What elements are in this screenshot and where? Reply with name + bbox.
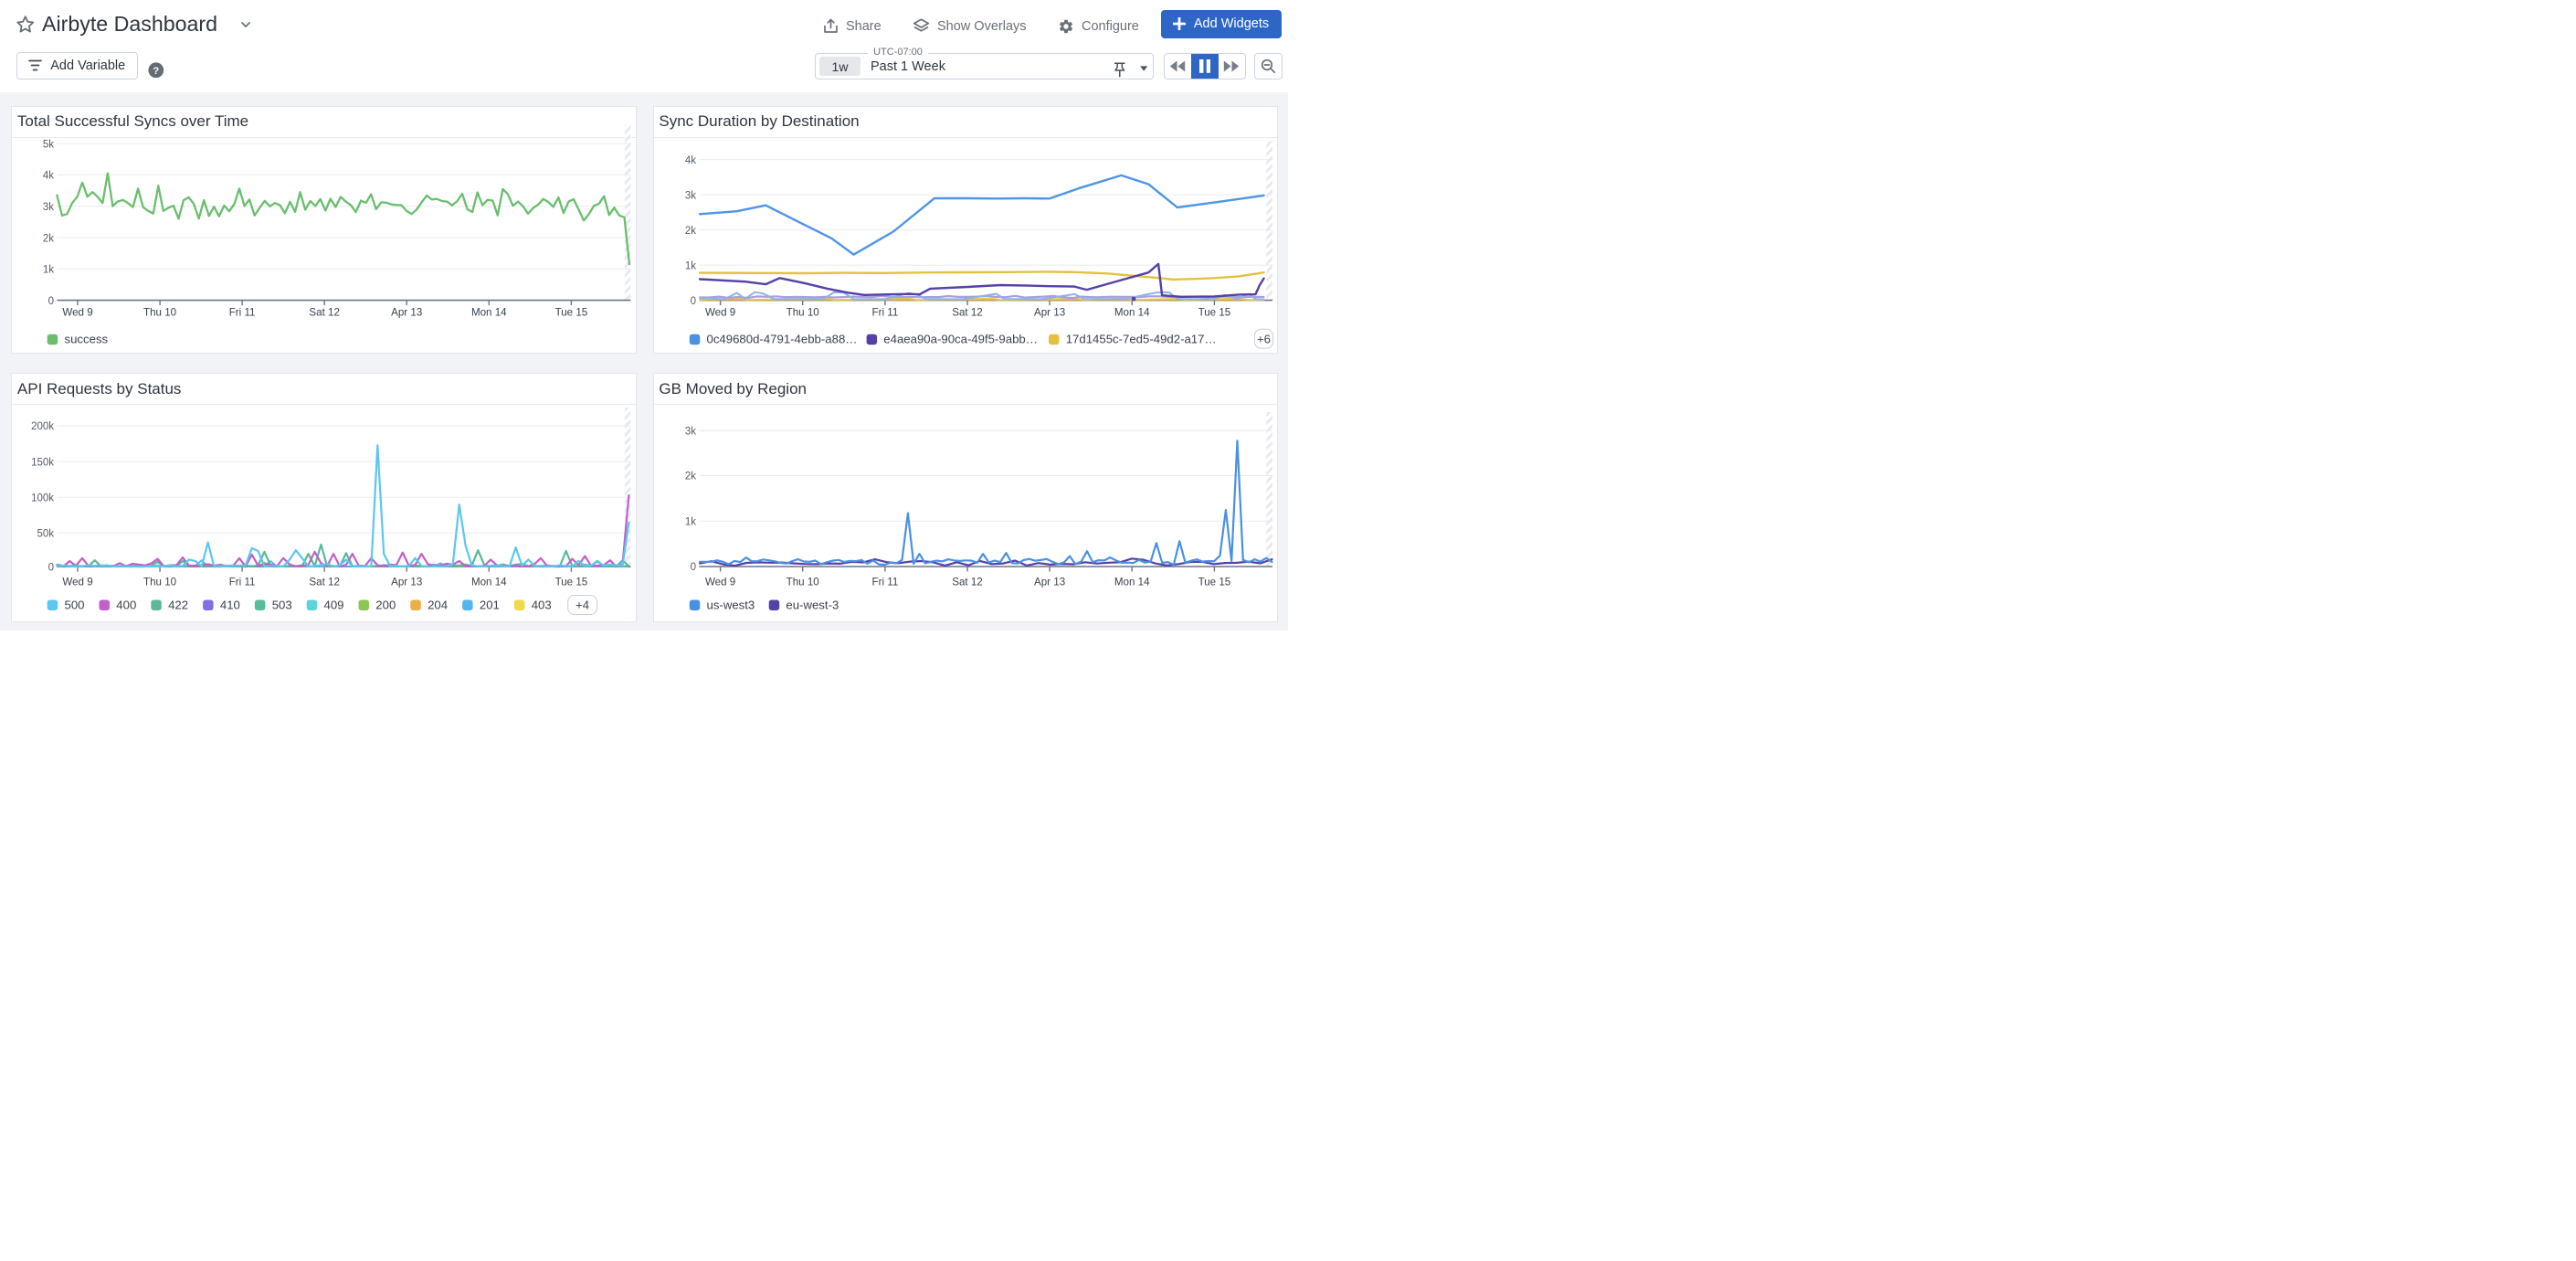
svg-text:403: 403 <box>532 599 552 612</box>
svg-text:200: 200 <box>375 599 396 612</box>
svg-text:200k: 200k <box>31 421 54 432</box>
svg-text:503: 503 <box>272 599 292 612</box>
svg-text:+6: +6 <box>1257 333 1271 346</box>
svg-text:Apr 13: Apr 13 <box>391 577 422 588</box>
svg-text:0: 0 <box>48 562 54 573</box>
svg-text:Mon 14: Mon 14 <box>1114 307 1150 319</box>
svg-text:Thu 10: Thu 10 <box>787 577 819 588</box>
svg-text:+4: +4 <box>575 598 589 611</box>
svg-text:Mon 14: Mon 14 <box>471 577 507 588</box>
svg-text:Sat 12: Sat 12 <box>952 577 983 588</box>
svg-text:3k: 3k <box>685 426 696 437</box>
svg-text:5k: 5k <box>43 139 54 150</box>
svg-text:?: ? <box>153 66 159 77</box>
svg-text:Tue 15: Tue 15 <box>555 577 588 588</box>
svg-text:Thu 10: Thu 10 <box>143 307 176 319</box>
svg-text:Wed 9: Wed 9 <box>705 307 735 319</box>
svg-text:Sat 12: Sat 12 <box>952 307 983 319</box>
svg-text:50k: 50k <box>37 528 54 539</box>
svg-text:Fri 11: Fri 11 <box>872 307 899 319</box>
svg-text:4k: 4k <box>43 171 54 182</box>
svg-text:Apr 13: Apr 13 <box>391 307 422 319</box>
svg-text:eu-west-3: eu-west-3 <box>786 599 839 612</box>
svg-text:1k: 1k <box>685 260 696 271</box>
svg-text:Wed 9: Wed 9 <box>62 307 92 319</box>
svg-text:Fri 11: Fri 11 <box>229 577 256 588</box>
svg-text:3k: 3k <box>685 190 696 201</box>
svg-text:success: success <box>65 333 109 346</box>
svg-text:Thu 10: Thu 10 <box>787 307 819 319</box>
svg-text:100k: 100k <box>31 493 54 503</box>
svg-text:Fri 11: Fri 11 <box>872 577 899 588</box>
svg-text:400: 400 <box>116 599 136 612</box>
svg-text:500: 500 <box>65 599 85 612</box>
svg-text:1k: 1k <box>685 516 696 527</box>
svg-text:0: 0 <box>48 296 54 307</box>
svg-text:201: 201 <box>480 599 500 612</box>
svg-text:Apr 13: Apr 13 <box>1034 577 1065 588</box>
svg-text:410: 410 <box>220 599 240 612</box>
svg-text:17d1455c-7ed5-49d2-a17…: 17d1455c-7ed5-49d2-a17… <box>1066 333 1217 346</box>
svg-text:Wed 9: Wed 9 <box>62 577 92 588</box>
svg-text:e4aea90a-90ca-49f5-9abb…: e4aea90a-90ca-49f5-9abb… <box>883 333 1038 346</box>
svg-text:3k: 3k <box>43 202 54 213</box>
svg-text:Thu 10: Thu 10 <box>143 577 176 588</box>
svg-text:2k: 2k <box>685 472 696 482</box>
svg-text:Sat 12: Sat 12 <box>309 577 340 588</box>
svg-text:Tue 15: Tue 15 <box>555 307 588 319</box>
svg-text:Mon 14: Mon 14 <box>471 307 507 319</box>
svg-text:2k: 2k <box>43 233 54 244</box>
svg-text:us-west3: us-west3 <box>707 599 755 612</box>
svg-text:Tue 15: Tue 15 <box>1198 577 1231 588</box>
svg-text:4k: 4k <box>685 155 696 166</box>
svg-text:0: 0 <box>691 296 696 307</box>
svg-text:0: 0 <box>691 562 696 573</box>
svg-text:Tue 15: Tue 15 <box>1198 307 1231 319</box>
svg-text:1k: 1k <box>43 265 54 276</box>
svg-text:Mon 14: Mon 14 <box>1114 577 1150 588</box>
svg-text:2k: 2k <box>685 226 696 237</box>
svg-text:Fri 11: Fri 11 <box>229 307 256 319</box>
svg-text:150k: 150k <box>31 457 54 468</box>
svg-text:Wed 9: Wed 9 <box>705 577 735 588</box>
svg-text:409: 409 <box>324 599 344 612</box>
svg-text:422: 422 <box>168 599 188 612</box>
svg-text:Sat 12: Sat 12 <box>309 307 340 319</box>
svg-text:204: 204 <box>428 599 448 612</box>
svg-text:Apr 13: Apr 13 <box>1034 307 1065 319</box>
svg-text:0c49680d-4791-4ebb-a88…: 0c49680d-4791-4ebb-a88… <box>707 333 858 346</box>
